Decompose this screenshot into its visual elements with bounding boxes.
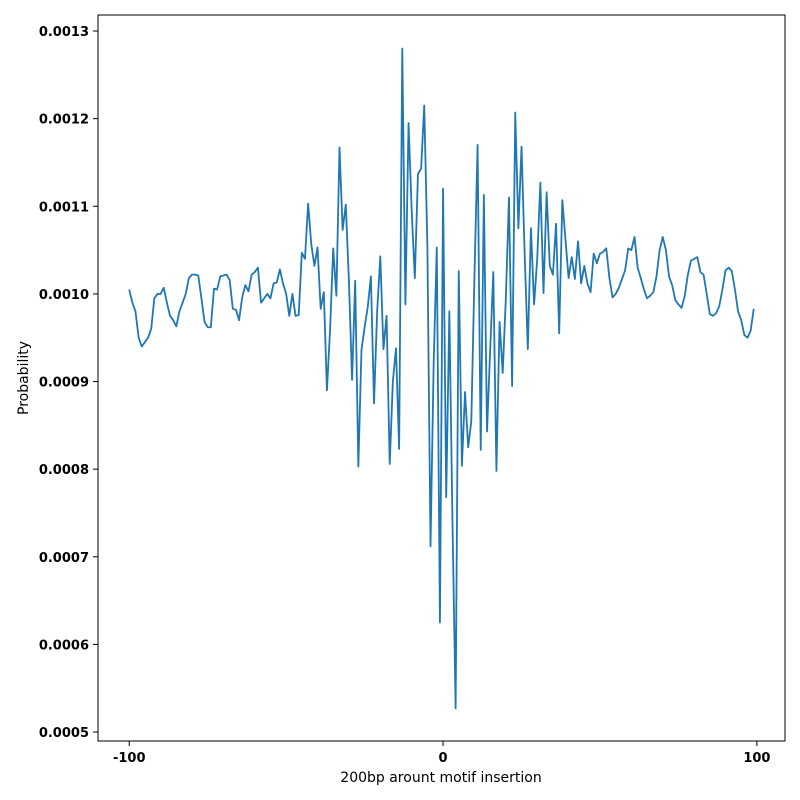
y-tick-label: 0.0008 bbox=[39, 463, 89, 478]
y-tick-label: 0.0010 bbox=[39, 288, 89, 303]
y-tick-label: 0.0005 bbox=[39, 726, 89, 741]
y-tick-label: 0.0006 bbox=[39, 638, 89, 653]
y-axis-label: Probability bbox=[16, 341, 32, 415]
y-tick-label: 0.0012 bbox=[39, 113, 89, 128]
x-tick-label: 100 bbox=[743, 751, 770, 766]
x-tick-label: 0 bbox=[439, 751, 448, 766]
x-axis-label: 200bp arount motif insertion bbox=[340, 770, 541, 786]
x-tick-label: -100 bbox=[113, 751, 146, 766]
data-line bbox=[128, 47, 755, 710]
y-tick-label: 0.0011 bbox=[39, 200, 89, 215]
y-tick-label: 0.0007 bbox=[39, 551, 89, 566]
plot-frame bbox=[97, 14, 786, 742]
y-tick-label: 0.0009 bbox=[39, 376, 89, 391]
y-tick-label: 0.0013 bbox=[39, 25, 89, 40]
